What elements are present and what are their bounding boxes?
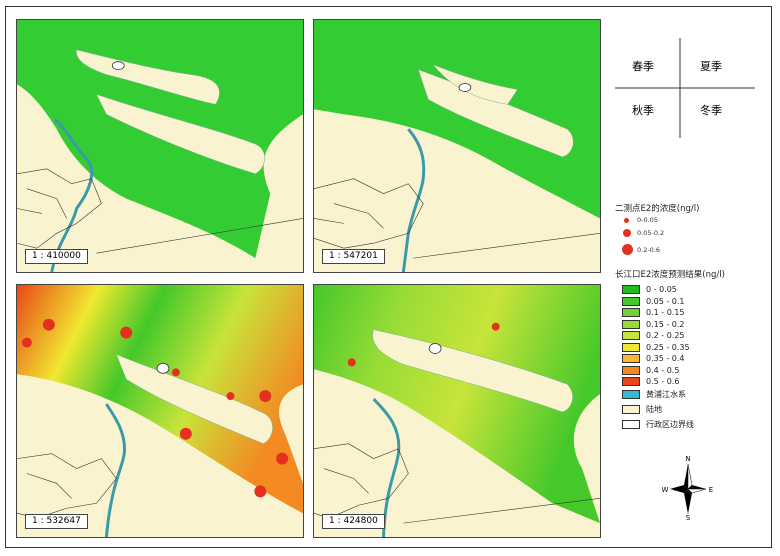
- map-panel-spring: 1 : 410000: [16, 19, 304, 273]
- legend-class-1: 0.05 - 0.1: [622, 296, 685, 307]
- point-size-large: 0.2-0.6: [620, 244, 660, 255]
- legend-class-6: 0.35 - 0.4: [622, 353, 685, 364]
- scale-label: 1 : 424800: [322, 514, 385, 529]
- legend-swatch: [622, 296, 640, 306]
- legend-class-8: 0.5 - 0.6: [622, 376, 679, 387]
- map-summer: [314, 20, 600, 272]
- legend-class-5: 0.25 - 0.35: [622, 342, 690, 353]
- legend-class-label: 0.15 - 0.2: [646, 319, 685, 329]
- map-panel-winter: 1 : 424800: [313, 284, 601, 538]
- south-label: S: [686, 514, 691, 522]
- season-summer: 夏季: [700, 60, 722, 73]
- legend-swatch: [622, 308, 640, 317]
- surface-legend-title: 长江口E2浓度预测结果(ng/l): [615, 270, 725, 280]
- points-legend-title: 二测点E2的浓度(ng/l): [615, 204, 700, 214]
- legend-class-4: 0.2 - 0.25: [622, 330, 685, 341]
- legend-class-label: 0 - 0.05: [646, 285, 677, 294]
- point-size-small: 0-0.05: [620, 216, 658, 224]
- season-spring: 春季: [632, 60, 654, 73]
- legend-class-label: 0.35 - 0.4: [646, 354, 685, 363]
- north-label: N: [685, 455, 690, 463]
- legend-class-3: 0.15 - 0.2: [622, 319, 685, 330]
- legend-swatch: [622, 285, 640, 294]
- legend-water: 黄浦江水系: [622, 389, 686, 400]
- scale-label: 1 : 547201: [322, 249, 385, 264]
- map-panel-autumn: 1 : 532647: [16, 284, 304, 538]
- scale-label: 1 : 410000: [25, 249, 88, 264]
- map-autumn: [17, 285, 303, 537]
- legend-boundary: 行政区边界线: [622, 419, 694, 430]
- legend-class-label: 0.2 - 0.25: [646, 331, 685, 340]
- legend-swatch: [622, 331, 640, 340]
- legend-swatch: [622, 342, 640, 352]
- season-winter: 冬季: [700, 104, 722, 117]
- legend-class-0: 0 - 0.05: [622, 284, 677, 295]
- map-spring: [17, 20, 303, 272]
- east-label: E: [709, 486, 713, 494]
- legend-swatch: [622, 354, 640, 363]
- season-autumn: 秋季: [632, 104, 654, 117]
- west-label: W: [662, 486, 669, 494]
- legend-swatch: [622, 365, 640, 375]
- legend-class-label: 0.1 - 0.15: [646, 308, 685, 317]
- point-size-medium: 0.05-0.2: [620, 229, 664, 237]
- legend-swatch: [622, 319, 640, 329]
- legend-class-label: 0.5 - 0.6: [646, 377, 680, 386]
- legend-class-7: 0.4 - 0.5: [622, 365, 679, 376]
- map-panel-summer: 1 : 547201: [313, 19, 601, 273]
- legend-swatch: [622, 377, 640, 386]
- legend-class-label: 0.05 - 0.1: [646, 296, 685, 306]
- legend-class-label: 0.4 - 0.5: [646, 365, 680, 375]
- scale-label: 1 : 532647: [25, 514, 88, 529]
- legend-land: 陆地: [622, 404, 662, 415]
- compass-rose-icon: N S W E: [662, 455, 713, 522]
- map-winter: [314, 285, 600, 537]
- season-cross: [615, 38, 755, 138]
- legend-class-label: 0.25 - 0.35: [646, 342, 690, 352]
- legend-class-2: 0.1 - 0.15: [622, 307, 685, 318]
- map-frame: [5, 6, 772, 548]
